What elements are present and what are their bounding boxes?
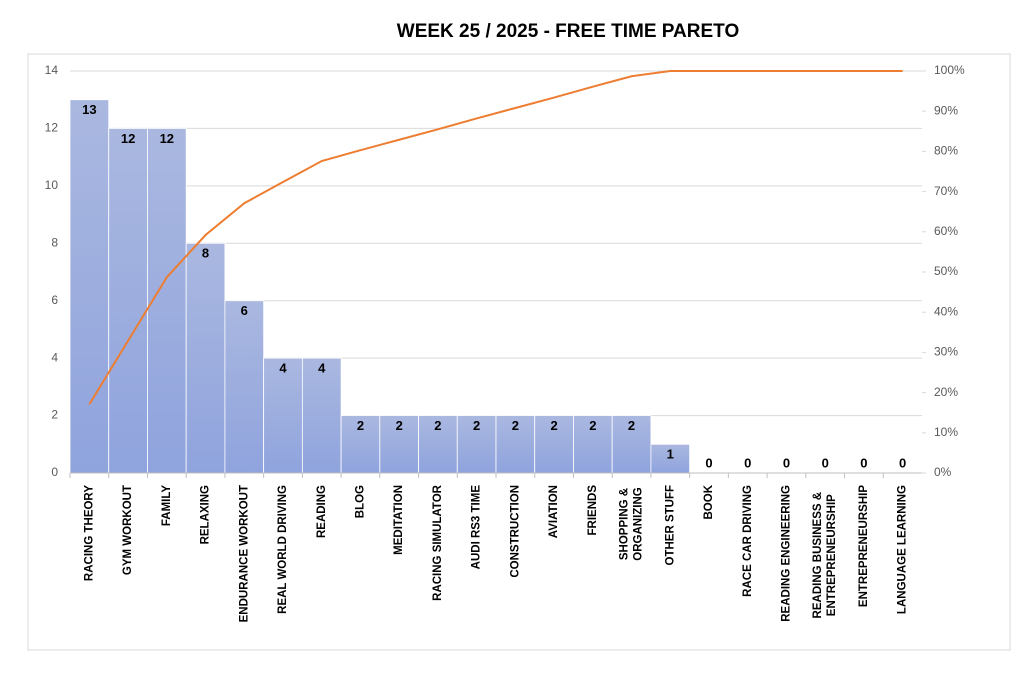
x-tick-label: LANGUAGE LEARNING (897, 485, 909, 614)
y2-tick-label: 40% (934, 304, 958, 318)
data-label: 2 (396, 418, 403, 433)
x-tick-label: READING BUSINESS & ENTREPRENEURSHIP (812, 492, 838, 619)
data-label: 12 (121, 131, 135, 146)
bar (573, 415, 613, 474)
x-tick-label: AUDI RS3 TIME (471, 485, 483, 570)
bar (69, 99, 110, 474)
data-label: 2 (628, 418, 635, 433)
x-tick-label: ENDURANCE WORKOUT (238, 485, 250, 622)
y2-tick-label: 70% (934, 184, 958, 198)
y-tick-label: 6 (51, 293, 58, 307)
x-tick-label: CONSTRUCTION (509, 485, 521, 578)
y-tick-label: 8 (51, 235, 58, 249)
bar (456, 415, 497, 474)
x-tick-label: BOOK (703, 484, 715, 519)
data-label: 0 (744, 455, 751, 470)
bar (224, 300, 265, 474)
x-tick-label: OTHER STUFF (664, 485, 676, 566)
y-tick-label: 14 (45, 63, 59, 77)
bar (534, 415, 574, 474)
bar (108, 128, 148, 474)
y2-tick-label: 10% (934, 425, 958, 439)
data-label: 4 (318, 361, 326, 376)
x-tick-label: READING ENGINEERING (780, 485, 792, 622)
y-tick-label: 0 (51, 465, 58, 479)
x-tick-label: RACING THEORY (83, 485, 95, 581)
data-label: 1 (667, 447, 674, 462)
y2-tick-label: 60% (934, 224, 958, 238)
chart-title: WEEK 25 / 2025 - FREE TIME PARETO (397, 21, 739, 42)
data-label: 2 (550, 418, 557, 433)
x-tick-label: FRIENDS (587, 485, 599, 536)
data-label: 2 (512, 418, 519, 433)
x-tick-label: FAMILY (161, 485, 173, 526)
y2-tick-label: 50% (934, 264, 958, 278)
data-label: 12 (160, 131, 174, 146)
data-label: 6 (241, 303, 248, 318)
bar (147, 128, 187, 474)
y-tick-label: 4 (51, 350, 58, 364)
y2-tick-label: 20% (934, 385, 958, 399)
x-tick-label: ENTREPRENEURSHIP (858, 485, 870, 607)
x-tick-label: GYM WORKOUT (122, 485, 134, 575)
x-tick-label: REAL WORLD DRIVING (277, 485, 289, 614)
x-tick-label: MEDITATION (393, 485, 405, 555)
data-label: 2 (434, 418, 441, 433)
y2-tick-label: 0% (934, 465, 952, 479)
bar (495, 415, 536, 474)
y-tick-label: 2 (51, 408, 58, 422)
data-label: 0 (783, 455, 790, 470)
bar (301, 357, 342, 474)
bar (418, 415, 458, 474)
data-label: 2 (473, 418, 480, 433)
bar (340, 415, 381, 474)
data-label: 0 (822, 455, 829, 470)
x-tick-label: SHOPPING & ORGANIZING (619, 487, 645, 561)
data-label: 2 (589, 418, 596, 433)
data-label: 0 (899, 455, 906, 470)
bar (650, 443, 691, 474)
y2-tick-label: 30% (934, 345, 958, 359)
bar (185, 242, 226, 474)
x-tick-label: READING (316, 485, 328, 538)
data-label: 0 (860, 455, 867, 470)
x-tick-label: RACE CAR DRIVING (742, 485, 754, 597)
data-label: 0 (705, 455, 712, 470)
data-label: 4 (279, 361, 287, 376)
data-label: 2 (357, 418, 364, 433)
y-tick-label: 10 (45, 178, 59, 192)
data-label: 13 (82, 102, 96, 117)
y2-tick-label: 100% (934, 63, 965, 77)
bar (263, 357, 303, 474)
y2-tick-label: 90% (934, 103, 958, 117)
y2-tick-label: 80% (934, 144, 958, 158)
y-tick-label: 12 (45, 121, 59, 135)
x-tick-label: AVIATION (548, 485, 560, 538)
x-tick-label: RACING SIMULATOR (432, 484, 444, 601)
x-tick-label: BLOG (354, 485, 366, 518)
data-label: 8 (202, 246, 209, 261)
cumulative-line (88, 70, 903, 405)
x-tick-label: RELAXING (200, 485, 212, 544)
